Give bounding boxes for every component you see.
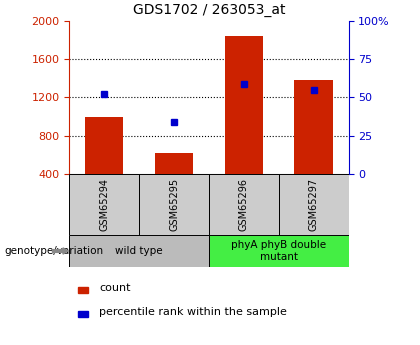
Text: GSM65296: GSM65296 [239, 178, 249, 231]
Text: count: count [99, 283, 130, 293]
Bar [279, 174, 349, 235]
Bar [225, 36, 263, 174]
Text: genotype/variation: genotype/variation [4, 246, 103, 256]
Bar [209, 235, 349, 267]
Text: percentile rank within the sample: percentile rank within the sample [99, 307, 287, 317]
Title: GDS1702 / 263053_at: GDS1702 / 263053_at [133, 3, 285, 17]
Text: wild type: wild type [116, 246, 163, 256]
Text: GSM65295: GSM65295 [169, 178, 179, 231]
Text: GSM65297: GSM65297 [309, 178, 319, 231]
Bar [209, 174, 279, 235]
Bar [78, 287, 88, 293]
Bar [78, 311, 88, 317]
Bar [139, 174, 209, 235]
Text: phyA phyB double
mutant: phyA phyB double mutant [231, 240, 326, 262]
Text: GSM65294: GSM65294 [99, 178, 109, 231]
Bar [294, 80, 333, 174]
Bar [69, 174, 139, 235]
Bar [69, 235, 209, 267]
Bar [85, 117, 123, 174]
Bar [155, 153, 193, 174]
